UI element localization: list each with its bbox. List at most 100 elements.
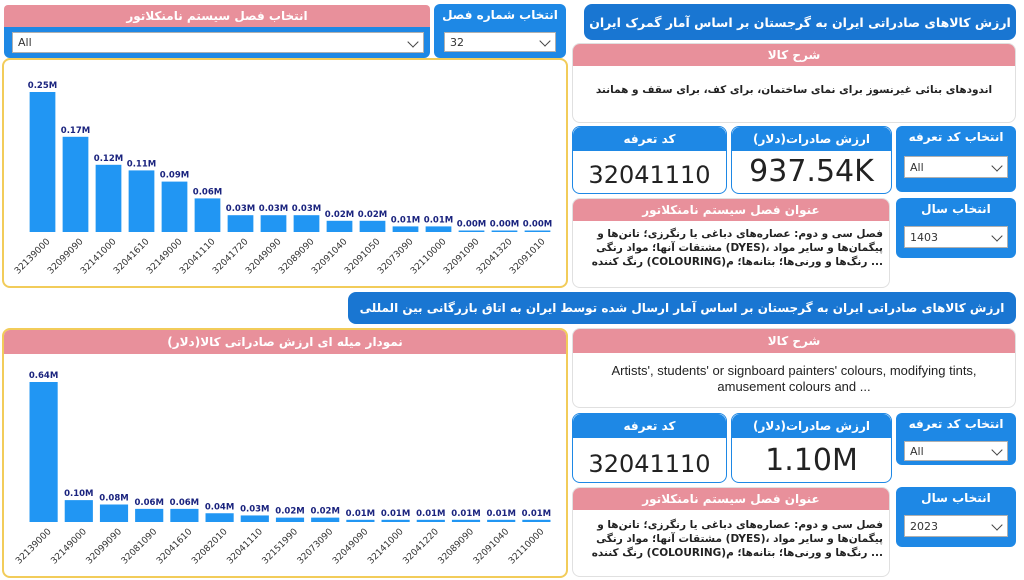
- bar[interactable]: [425, 226, 452, 232]
- top-export-value-kpi-title: ارزش صادرات(دلار): [732, 127, 891, 151]
- chapter-system-slicer-title: انتخاب فصل سیستم نامنکلاتور: [4, 5, 430, 27]
- chapter-system-dropdown-value: All: [18, 36, 32, 49]
- bar[interactable]: [275, 517, 305, 522]
- bar[interactable]: [64, 500, 93, 522]
- data-label: 0.02M: [325, 210, 354, 220]
- bar[interactable]: [293, 215, 320, 232]
- bottom-chart-title: نمودار میله ای ارزش صادراتی کالا(دلار): [4, 330, 566, 354]
- bar[interactable]: [95, 164, 122, 232]
- top-chapter-title-card: عنوان فصل سیستم نامنکلاتور فصل سی و دوم:…: [572, 198, 890, 288]
- top-goods-description-text: اندودهای بنائی غیرنسوز برای نمای ساختمان…: [595, 84, 993, 96]
- data-label: 0.08M: [99, 494, 128, 504]
- top-goods-description-title: شرح کالا: [573, 44, 1015, 66]
- bottom-tariff-code-dropdown[interactable]: All: [904, 441, 1008, 461]
- bottom-year-dropdown[interactable]: 2023: [904, 515, 1008, 537]
- chevron-down-icon: [407, 35, 419, 48]
- chapter-system-dropdown[interactable]: All: [12, 32, 424, 53]
- data-label: 0.01M: [416, 509, 445, 519]
- bottom-banner: ارزش کالاهای صادراتی ایران به گرجستان بر…: [348, 292, 1016, 324]
- bar[interactable]: [194, 198, 221, 232]
- bar[interactable]: [62, 136, 89, 232]
- category-label: 32091010: [508, 237, 548, 277]
- bar[interactable]: [326, 220, 353, 232]
- category-label: 32041110: [225, 527, 265, 567]
- data-label: 0.06M: [193, 187, 222, 197]
- data-label: 0.01M: [522, 509, 551, 519]
- chapter-number-slicer-title: انتخاب شماره فصل: [442, 8, 558, 22]
- data-label: 0.10M: [64, 489, 93, 499]
- bar[interactable]: [522, 519, 551, 522]
- data-label: 0.09M: [160, 171, 189, 181]
- bar[interactable]: [240, 515, 269, 522]
- bottom-export-value-kpi-title: ارزش صادرات(دلار): [732, 414, 891, 438]
- bar[interactable]: [311, 517, 340, 522]
- bar[interactable]: [359, 220, 386, 232]
- bottom-tariff-code-dropdown-value: All: [910, 444, 924, 458]
- top-tariff-code-slicer: انتخاب کد تعرفه All: [896, 126, 1016, 192]
- category-label: 32073090: [296, 527, 336, 567]
- bar[interactable]: [260, 215, 287, 232]
- data-label: 0.03M: [259, 204, 288, 214]
- bar[interactable]: [170, 508, 199, 522]
- top-tariff-code-slicer-title: انتخاب کد تعرفه: [908, 130, 1004, 144]
- category-label: 32099090: [85, 527, 125, 567]
- bottom-year-slicer: انتخاب سال 2023: [896, 487, 1016, 547]
- data-label: 0.01M: [486, 509, 515, 519]
- bottom-bar-chart-svg: 0.64M 32139000 0.10M 32149000 0.08M 32099090 0…: [14, 371, 551, 567]
- top-year-slicer-title: انتخاب سال: [921, 202, 991, 216]
- bottom-year-dropdown-value: 2023: [910, 519, 938, 533]
- chapter-number-dropdown[interactable]: 32: [444, 32, 556, 52]
- top-chapter-line-1: فصل سی و دوم: عصاره‌های دباغی یا رنگرزی؛…: [597, 228, 883, 240]
- chevron-down-icon: [991, 519, 1003, 531]
- bar[interactable]: [381, 519, 410, 522]
- top-tariff-code-dropdown[interactable]: All: [904, 156, 1008, 178]
- top-chapter-title-head: عنوان فصل سیستم نامنکلاتور: [573, 199, 889, 221]
- data-label: 0.01M: [391, 215, 420, 225]
- bar[interactable]: [128, 170, 155, 232]
- data-label: 0.03M: [226, 204, 255, 214]
- data-label: 0.00M: [490, 220, 519, 230]
- bottom-chapter-line-3: ... رنگ‌ها و ورنی‌ها؛ بتانه‌ها؛ م(COLOUR…: [591, 547, 883, 559]
- data-label: 0.01M: [424, 215, 453, 225]
- bottom-goods-description-card: شرح کالا Artists', students' or signboar…: [572, 328, 1016, 408]
- category-label: 32049090: [331, 527, 371, 567]
- bottom-bar-chart: نمودار میله ای ارزش صادراتی کالا(دلار) 0…: [2, 328, 568, 578]
- top-chapter-line-2: پیگمان‌ها و سایر مواد ،(DYES) مشتقات آنه…: [596, 242, 883, 254]
- top-tariff-kpi-title: کد تعرفه: [573, 127, 726, 151]
- bar[interactable]: [524, 230, 551, 233]
- data-label: 0.01M: [346, 509, 375, 519]
- bar[interactable]: [416, 519, 445, 522]
- bar[interactable]: [491, 230, 518, 233]
- top-export-value-kpi-value: 937.54K: [749, 154, 874, 189]
- bottom-goods-description-line-1: Artists', students' or signboard painter…: [611, 363, 977, 378]
- bar[interactable]: [135, 508, 164, 522]
- data-label: 0.02M: [275, 507, 304, 517]
- data-label: 0.25M: [28, 81, 57, 91]
- category-label: 32110000: [507, 527, 547, 567]
- data-label: 0.06M: [134, 498, 163, 508]
- category-label: 32041610: [155, 527, 195, 567]
- top-bar-chart-svg: 0.25M321390000.17M320990900.12M321410000…: [13, 81, 552, 277]
- chapter-number-dropdown-value: 32: [450, 35, 464, 49]
- bar[interactable]: [205, 513, 234, 522]
- data-label: 0.02M: [358, 210, 387, 220]
- bottom-chapter-title-head: عنوان فصل سیستم نامنکلاتور: [573, 488, 889, 510]
- top-year-dropdown[interactable]: 1403: [904, 226, 1008, 248]
- top-goods-description-card: شرح کالا اندودهای بنائی غیرنسوز برای نما…: [572, 43, 1016, 123]
- bar[interactable]: [29, 382, 58, 522]
- top-year-slicer: انتخاب سال 1403: [896, 198, 1016, 258]
- top-tariff-kpi: کد تعرفه 32041110: [572, 126, 727, 194]
- bar[interactable]: [451, 519, 481, 522]
- bar[interactable]: [161, 181, 188, 232]
- bar[interactable]: [346, 519, 375, 522]
- bar[interactable]: [29, 92, 56, 232]
- bottom-tariff-code-slicer-title: انتخاب کد تعرفه: [908, 417, 1004, 431]
- chevron-down-icon: [991, 444, 1003, 456]
- bottom-chapter-title-card: عنوان فصل سیستم نامنکلاتور فصل سی و دوم:…: [572, 487, 890, 577]
- bar[interactable]: [458, 230, 485, 233]
- bar[interactable]: [487, 519, 516, 522]
- bar[interactable]: [227, 215, 254, 232]
- category-label: 32041220: [401, 527, 441, 567]
- bar[interactable]: [99, 504, 129, 523]
- bar[interactable]: [392, 226, 419, 232]
